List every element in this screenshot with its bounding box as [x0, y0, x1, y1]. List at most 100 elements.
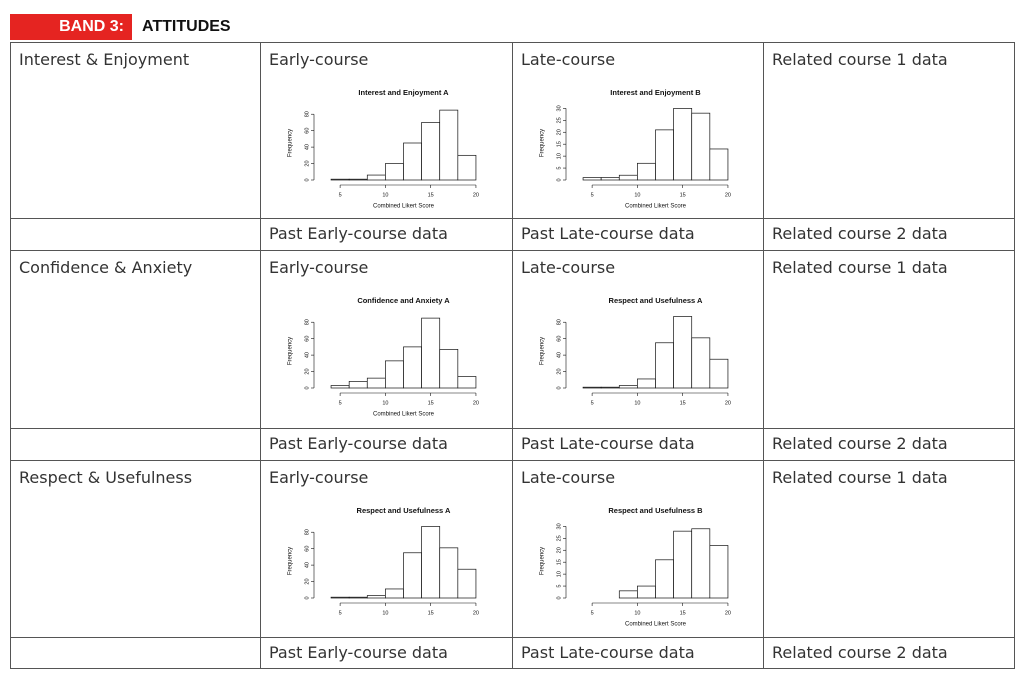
y-tick-label: 10 [556, 571, 562, 577]
y-axis-label: Frequency [540, 129, 546, 157]
x-tick-label: 5 [591, 610, 594, 616]
histogram: Respect and Usefulness A Frequency 0 20 40 60… [288, 506, 479, 616]
x-tick-label: 5 [591, 192, 594, 198]
y-tick-label: 20 [304, 160, 310, 166]
histogram-bar [403, 552, 422, 599]
x-tick-label: 20 [725, 400, 731, 406]
histogram: Respect and Usefulness A Frequency 0 20 40 60… [540, 296, 731, 406]
x-tick-label: 10 [382, 192, 388, 198]
histogram-bar [600, 177, 620, 181]
histogram-bar [618, 385, 638, 389]
y-tick-label: 60 [304, 128, 310, 134]
x-tick-label: 5 [339, 610, 342, 616]
y-tick-label: 0 [556, 386, 562, 389]
x-tick-label: 15 [428, 192, 434, 198]
cell-heading: Late-course [512, 42, 763, 218]
histogram-bar [385, 360, 404, 389]
histogram-bar [673, 316, 693, 389]
y-tick-label: 40 [556, 352, 562, 358]
empty-cell [10, 218, 260, 250]
chart-title: Interest and Enjoyment B [610, 88, 701, 97]
histogram-bar [457, 376, 477, 389]
y-tick-label: 20 [556, 129, 562, 135]
histogram-bar [421, 526, 441, 599]
histogram-bar [691, 112, 711, 181]
x-tick-label: 15 [680, 192, 686, 198]
x-tick-label: 20 [473, 192, 479, 198]
cell-heading: Related course 1 data [763, 460, 1015, 637]
histogram-bar [439, 349, 459, 389]
y-tick-label: 0 [556, 596, 562, 599]
histogram-bar [330, 385, 350, 389]
y-tick-label: 20 [304, 578, 310, 584]
histogram-bar [330, 596, 350, 599]
histogram-bar [691, 528, 711, 599]
y-axis-label: Frequency [288, 129, 294, 157]
cell-text: Related course 2 data [763, 637, 1015, 669]
histogram-bar [385, 588, 404, 599]
row-label: Interest & Enjoyment [10, 42, 260, 218]
histogram-bar [582, 177, 602, 181]
y-tick-label: 40 [304, 562, 310, 568]
y-axis-label: Frequency [288, 547, 294, 575]
y-tick-label: 5 [556, 585, 562, 588]
y-tick-label: 0 [304, 386, 310, 389]
histogram-bar [439, 547, 459, 599]
x-tick-label: 10 [382, 400, 388, 406]
histogram-bar [457, 154, 477, 181]
histogram-bar [618, 174, 638, 181]
y-tick-label: 30 [556, 105, 562, 111]
band-label: BAND 3: [10, 14, 132, 40]
histogram-bar [637, 378, 656, 389]
cell-text: Related course 2 data [763, 428, 1015, 460]
x-tick-label: 10 [634, 400, 640, 406]
x-axis-label: Combined Likert Score [373, 204, 435, 210]
histogram-bar [655, 129, 674, 181]
histogram-bar [709, 148, 729, 181]
y-axis-label: Frequency [288, 337, 294, 365]
chart-title: Confidence and Anxiety A [357, 296, 450, 305]
histogram-bar [618, 590, 638, 599]
histogram-bar [439, 109, 459, 181]
histogram-bar [709, 545, 729, 599]
x-tick-label: 15 [680, 610, 686, 616]
x-tick-label: 15 [428, 610, 434, 616]
cell-heading: Early-course [260, 460, 512, 637]
histogram-bar [709, 358, 729, 389]
histogram-bar [582, 386, 602, 389]
row-label: Confidence & Anxiety [10, 250, 260, 428]
histogram-bar [600, 386, 620, 389]
x-tick-label: 20 [473, 610, 479, 616]
histogram-bar [366, 377, 386, 389]
y-tick-label: 80 [304, 111, 310, 117]
y-tick-label: 20 [304, 368, 310, 374]
x-axis-label: Combined Likert Score [373, 412, 435, 418]
cell-text: Past Early-course data [260, 218, 512, 250]
y-tick-label: 60 [556, 336, 562, 342]
x-tick-label: 5 [591, 400, 594, 406]
y-tick-label: 60 [304, 336, 310, 342]
cell-heading: Early-course [260, 42, 512, 218]
cell-heading: Early-course [260, 250, 512, 428]
cell-heading: Related course 1 data [763, 42, 1015, 218]
histogram-bar [385, 163, 404, 181]
histogram-bar [366, 595, 386, 599]
cell-text: Past Late-course data [512, 428, 763, 460]
y-tick-label: 40 [304, 144, 310, 150]
cell-text: Related course 2 data [763, 218, 1015, 250]
histogram-bar [637, 162, 656, 181]
x-tick-label: 10 [634, 192, 640, 198]
y-tick-label: 30 [556, 523, 562, 529]
histogram-bar [457, 568, 477, 599]
cell-text: Past Late-course data [512, 218, 763, 250]
y-tick-label: 60 [304, 546, 310, 552]
band-title: ATTITUDES [142, 18, 231, 35]
y-tick-label: 80 [304, 529, 310, 535]
histogram-bar [637, 585, 656, 599]
histogram-bar [673, 108, 693, 181]
y-axis-label: Frequency [540, 547, 546, 575]
chart-title: Respect and Usefulness B [608, 506, 703, 515]
histogram: Interest and Enjoyment B Frequency Combine… [540, 88, 731, 210]
histogram-bar [348, 596, 368, 599]
